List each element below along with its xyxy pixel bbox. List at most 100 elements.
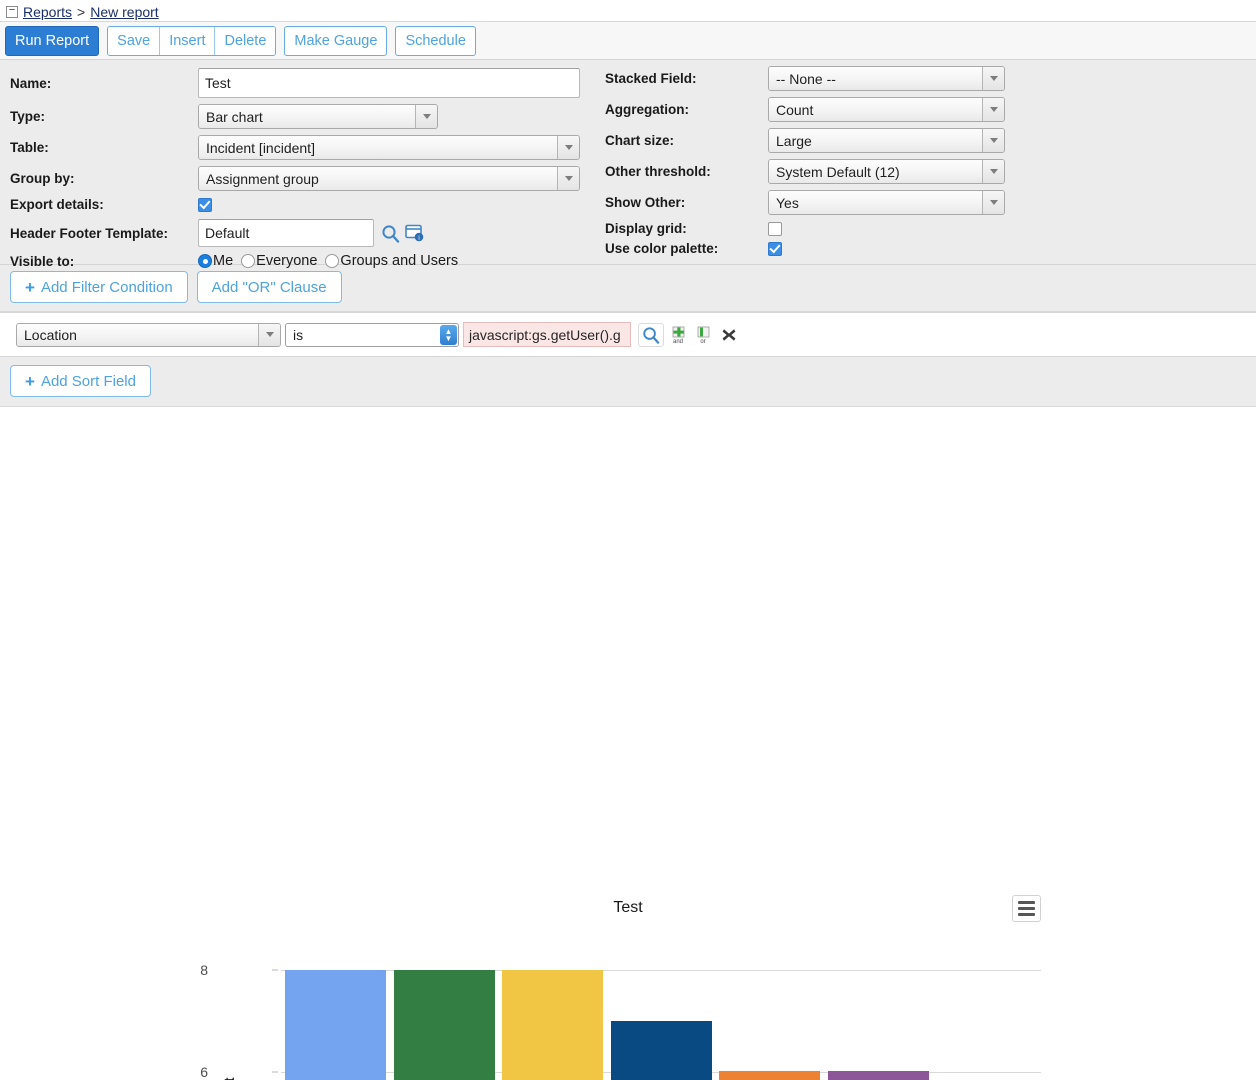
schedule-button[interactable]: Schedule bbox=[395, 25, 476, 56]
magnifier-icon[interactable] bbox=[381, 224, 400, 243]
visible-to-radio-group: Me Everyone Groups and Users bbox=[198, 253, 466, 269]
show-other-select[interactable]: Yes bbox=[768, 190, 1005, 215]
add-and-icon[interactable]: and bbox=[671, 326, 689, 344]
chevron-down-icon bbox=[982, 67, 1004, 90]
visible-to-radio-me[interactable] bbox=[198, 254, 212, 268]
breadcrumb-link-new-report[interactable]: New report bbox=[90, 3, 159, 20]
type-select-value: Bar chart bbox=[199, 105, 415, 128]
chart-bar[interactable] bbox=[611, 1021, 712, 1080]
condition-operator-select[interactable]: is ▲ ▼ bbox=[285, 322, 459, 347]
add-sort-field-button[interactable]: + Add Sort Field bbox=[10, 365, 151, 397]
stacked-field-select[interactable]: -- None -- bbox=[768, 66, 1005, 91]
add-or-clause-label: Add "OR" Clause bbox=[211, 278, 327, 296]
field-row-chart-size: Chart size: Large bbox=[605, 128, 1025, 153]
condition-value-input[interactable]: javascript:gs.getUser().g bbox=[463, 322, 631, 347]
field-row-group-by: Group by: Assignment group bbox=[10, 166, 590, 191]
chart-y-tick-mark bbox=[272, 969, 278, 971]
header-footer-template-label: Header Footer Template: bbox=[10, 225, 169, 241]
show-other-label: Show Other: bbox=[605, 195, 686, 210]
hamburger-menu-icon[interactable] bbox=[1012, 895, 1041, 922]
run-report-button[interactable]: Run Report bbox=[5, 25, 100, 56]
breadcrumb: − Reports > New report bbox=[0, 0, 1256, 22]
field-row-display-grid: Display grid: bbox=[605, 221, 1025, 236]
field-row-type: Type: Bar chart bbox=[10, 104, 590, 129]
add-or-icon[interactable]: or bbox=[696, 326, 714, 344]
collapse-icon[interactable]: − bbox=[6, 5, 18, 18]
aggregation-label: Aggregation: bbox=[605, 102, 689, 117]
chevron-down-icon bbox=[982, 160, 1004, 183]
add-or-clause-button[interactable]: Add "OR" Clause bbox=[196, 271, 342, 303]
condition-icon-group: and or bbox=[638, 322, 737, 347]
display-grid-checkbox[interactable] bbox=[768, 221, 782, 236]
chevron-down-icon bbox=[258, 323, 280, 346]
use-color-palette-checkbox[interactable] bbox=[768, 241, 782, 256]
type-select[interactable]: Bar chart bbox=[198, 104, 438, 129]
visible-to-radio-everyone[interactable] bbox=[241, 254, 256, 268]
table-label: Table: bbox=[10, 140, 49, 155]
add-filter-condition-button[interactable]: + Add Filter Condition bbox=[10, 271, 188, 303]
table-select-value: Incident [incident] bbox=[199, 136, 557, 159]
magnifier-icon[interactable] bbox=[638, 322, 664, 347]
field-row-use-color-palette: Use color palette: bbox=[605, 241, 1025, 256]
breadcrumb-link-reports[interactable]: Reports bbox=[23, 3, 73, 20]
chart-bar[interactable] bbox=[394, 970, 495, 1080]
spinner-updown-icon: ▲ ▼ bbox=[440, 324, 457, 345]
chevron-down-icon bbox=[415, 105, 437, 128]
toolbar: Run Report Save Insert Delete Make Gauge… bbox=[0, 22, 1256, 60]
delete-button[interactable]: Delete bbox=[215, 26, 276, 55]
chevron-down-icon bbox=[557, 167, 579, 190]
save-button[interactable]: Save bbox=[108, 26, 161, 55]
table-select[interactable]: Incident [incident] bbox=[198, 135, 580, 160]
svg-text:and: and bbox=[673, 339, 683, 344]
aggregation-select-value: Count bbox=[769, 98, 982, 121]
chart-bar[interactable] bbox=[719, 1071, 820, 1080]
stacked-field-select-value: -- None -- bbox=[769, 67, 982, 90]
svg-text:or: or bbox=[700, 339, 705, 344]
display-grid-label: Display grid: bbox=[605, 221, 687, 236]
other-threshold-label: Other threshold: bbox=[605, 164, 711, 179]
aggregation-select[interactable]: Count bbox=[768, 97, 1005, 122]
type-label: Type: bbox=[10, 109, 46, 124]
chart-size-select-value: Large bbox=[769, 129, 982, 152]
group-by-label: Group by: bbox=[10, 171, 75, 186]
name-input[interactable]: Test bbox=[198, 68, 580, 98]
make-gauge-button[interactable]: Make Gauge bbox=[284, 25, 388, 56]
chart-y-tick-mark bbox=[272, 1071, 278, 1072]
chart-bar[interactable] bbox=[502, 970, 603, 1080]
group-by-select[interactable]: Assignment group bbox=[198, 166, 580, 191]
chevron-down-icon bbox=[557, 136, 579, 159]
other-threshold-select[interactable]: System Default (12) bbox=[768, 159, 1005, 184]
chart-bar[interactable] bbox=[285, 970, 386, 1080]
visible-to-radio-groups-users[interactable] bbox=[325, 254, 340, 268]
filter-actions: + Add Filter Condition Add "OR" Clause bbox=[0, 265, 1256, 312]
chart-container: Test Incident Count 02468 DatabaseDataba… bbox=[0, 407, 1256, 1080]
field-row-table: Table: Incident [incident] bbox=[10, 135, 590, 160]
visible-to-label-everyone: Everyone bbox=[256, 253, 318, 269]
form-column-left: Name: Test Type: Bar chart Table: Incide… bbox=[10, 68, 590, 275]
field-row-other-threshold: Other threshold: System Default (12) bbox=[605, 159, 1025, 184]
chart-bar[interactable] bbox=[828, 1071, 929, 1080]
filter-condition-row: Location is ▲ ▼ javascript:gs.getUser().g… bbox=[0, 312, 1256, 357]
field-row-export-details: Export details: bbox=[10, 197, 590, 212]
header-footer-template-input[interactable]: Default bbox=[198, 219, 374, 247]
stacked-field-label: Stacked Field: bbox=[605, 71, 697, 86]
delete-condition-icon[interactable] bbox=[721, 327, 737, 343]
field-row-name: Name: Test bbox=[10, 68, 590, 98]
preview-record-icon[interactable]: i bbox=[405, 224, 424, 242]
chevron-down-icon bbox=[982, 191, 1004, 214]
report-form-panel: Name: Test Type: Bar chart Table: Incide… bbox=[0, 60, 1256, 269]
condition-field-value: Location bbox=[17, 323, 258, 346]
chart-size-label: Chart size: bbox=[605, 133, 675, 148]
chart-size-select[interactable]: Large bbox=[768, 128, 1005, 153]
condition-field-select[interactable]: Location bbox=[16, 322, 281, 347]
chart-plot-area bbox=[281, 970, 1041, 1080]
show-other-select-value: Yes bbox=[769, 191, 982, 214]
chart-y-tick-label: 6 bbox=[200, 1063, 208, 1080]
field-row-aggregation: Aggregation: Count bbox=[605, 97, 1025, 122]
chevron-down-icon bbox=[982, 129, 1004, 152]
plus-icon: + bbox=[25, 371, 35, 391]
insert-button[interactable]: Insert bbox=[160, 26, 216, 55]
form-column-right: Stacked Field: -- None -- Aggregation: C… bbox=[605, 66, 1025, 262]
chart-title: Test bbox=[613, 899, 643, 916]
export-details-checkbox[interactable] bbox=[198, 197, 212, 212]
